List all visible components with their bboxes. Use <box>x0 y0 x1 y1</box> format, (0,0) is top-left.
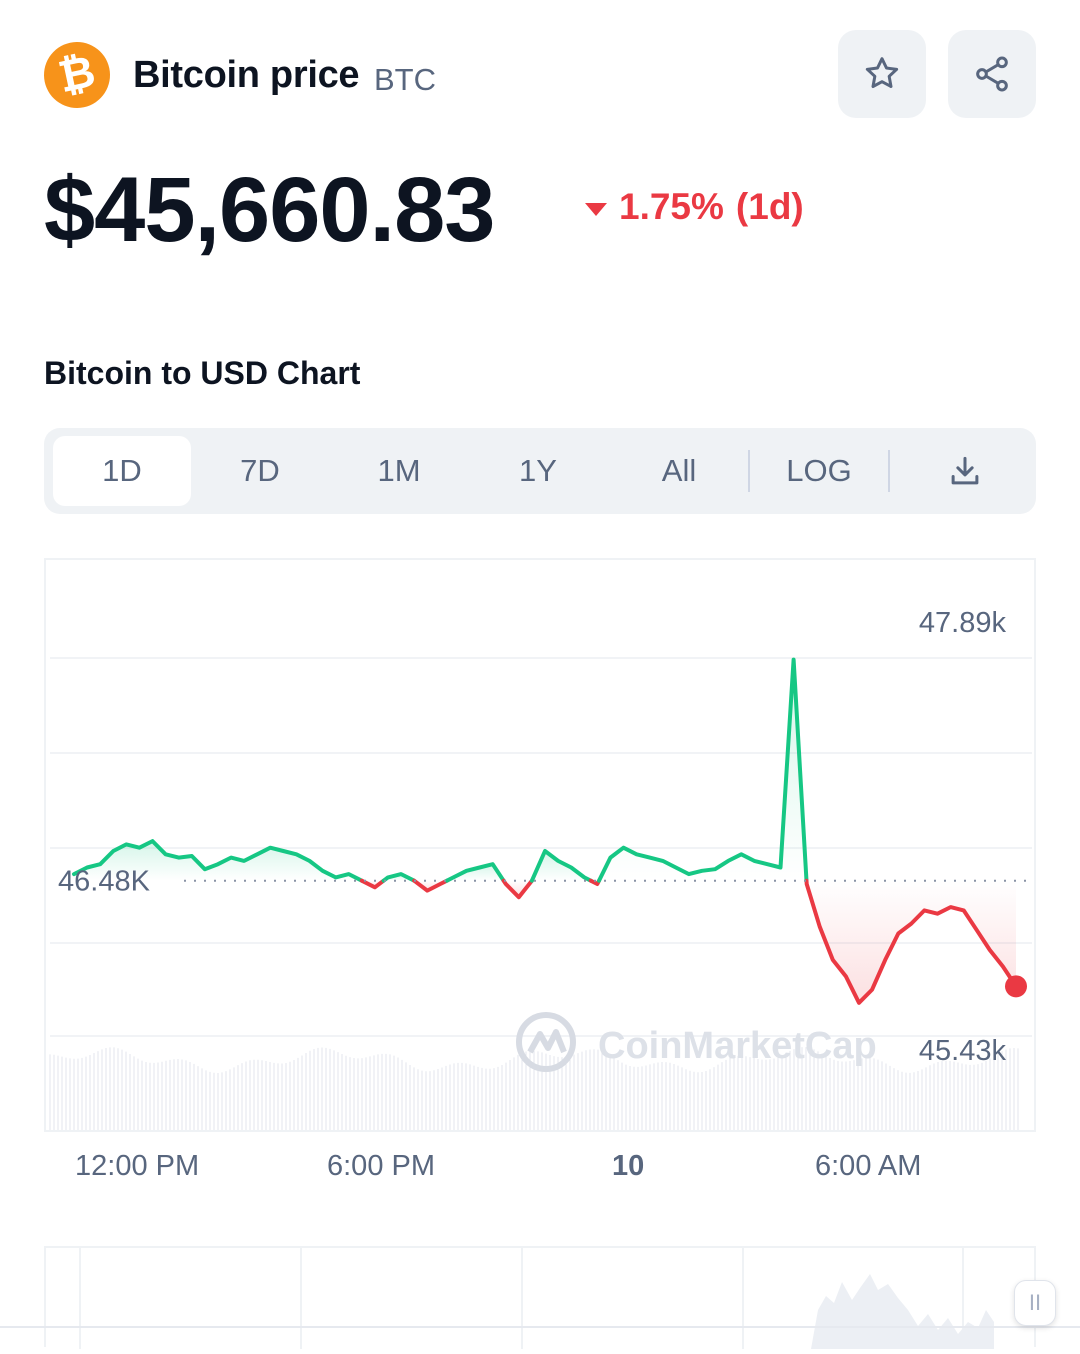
tab-1d[interactable]: 1D <box>53 436 191 506</box>
coin-name: Bitcoin price <box>133 54 360 96</box>
tab-7d[interactable]: 7D <box>240 453 280 488</box>
x-tick-label: 10 <box>612 1150 645 1182</box>
change-period: (1d) <box>735 186 804 227</box>
timeframe-tabs: 1D 7D 1M 1Y All LOG <box>44 428 1036 514</box>
coin-symbol: BTC <box>374 62 436 97</box>
x-tick-label: 12:00 PM <box>75 1150 200 1182</box>
tab-divider <box>888 450 890 492</box>
price-line-below <box>501 878 534 900</box>
watchlist-button[interactable] <box>838 30 926 118</box>
share-button[interactable] <box>948 30 1036 118</box>
area-fill-below <box>503 880 532 898</box>
x-tick-label: 6:00 AM <box>815 1150 922 1182</box>
y-label-high: 47.89k <box>919 607 1007 639</box>
price-line-above <box>444 862 506 883</box>
price-chart <box>44 558 1036 1132</box>
price-change: 1.75% (1d) <box>585 186 804 228</box>
pause-button[interactable]: II <box>1014 1280 1056 1326</box>
x-tick-label: 6:00 PM <box>327 1150 435 1182</box>
price-line-below <box>359 878 386 890</box>
current-price: $45,660.83 <box>44 159 495 261</box>
tab-log[interactable]: LOG <box>786 453 852 488</box>
y-label-reference: 46.48K <box>58 866 151 898</box>
coinmarketcap-watermark: CoinMarketCap <box>516 1012 877 1072</box>
navigator-plot <box>79 1248 994 1349</box>
price-line-above <box>72 839 364 883</box>
price-line-below <box>804 878 1018 1005</box>
tab-1m[interactable]: 1M <box>377 453 421 488</box>
area-fill-below <box>806 880 1016 1003</box>
bitcoin-logo-icon: ₿ <box>37 35 117 115</box>
price-line-above <box>381 872 417 883</box>
price-line-above <box>597 657 809 883</box>
chart-heading: Bitcoin to USD Chart <box>44 355 361 391</box>
watermark-text: CoinMarketCap <box>598 1025 877 1067</box>
share-icon <box>976 56 1008 92</box>
y-label-low: 45.43k <box>919 1035 1007 1067</box>
last-price-dot <box>1005 975 1027 998</box>
price-line-below <box>412 878 449 893</box>
area-fill-above <box>74 841 362 881</box>
area-fill-above <box>599 659 807 881</box>
download-button[interactable] <box>896 436 1034 506</box>
caret-down-icon <box>585 202 607 216</box>
chart-navigator[interactable] <box>44 1246 1036 1349</box>
tab-all[interactable]: All <box>661 453 697 488</box>
coin-header: ₿ Bitcoin price BTC <box>37 30 1036 122</box>
star-icon <box>865 57 899 88</box>
navigator-baseline <box>0 1326 1080 1328</box>
area-fill-above <box>446 864 504 881</box>
change-percent: 1.75% <box>619 186 724 227</box>
price-chart-plot[interactable]: CoinMarketCap 47.89k 46.48K 45.43k <box>44 558 1036 1132</box>
price-line-above <box>529 849 593 883</box>
download-icon <box>951 456 979 485</box>
tab-divider <box>748 450 750 492</box>
tab-1y[interactable]: 1Y <box>519 453 557 488</box>
